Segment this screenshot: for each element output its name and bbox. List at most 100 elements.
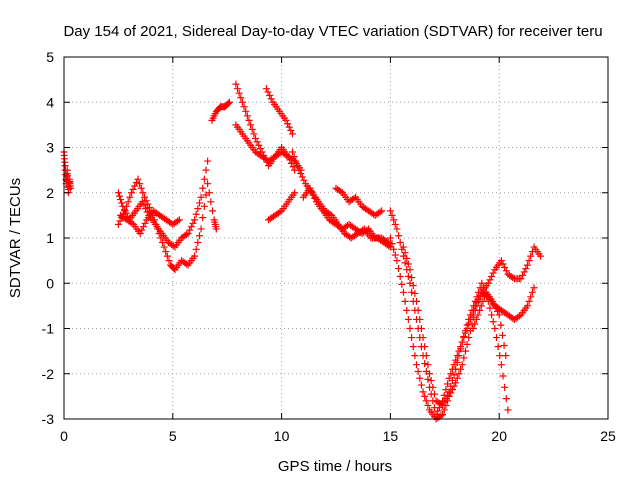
- data-point-marker: [537, 252, 545, 260]
- data-point-marker: [501, 383, 509, 391]
- data-point-marker: [484, 279, 492, 287]
- data-point-marker: [421, 343, 429, 351]
- data-point-marker: [489, 318, 497, 326]
- data-point-marker: [212, 225, 220, 233]
- data-point-marker: [474, 311, 482, 319]
- data-point-marker: [292, 157, 300, 165]
- data-point-marker: [350, 194, 358, 202]
- data-point-marker: [117, 196, 125, 204]
- x-tick-label: 0: [60, 428, 68, 444]
- y-tick-label: 2: [46, 185, 54, 201]
- data-point-marker: [195, 232, 203, 240]
- data-point-marker: [289, 163, 297, 171]
- data-point-marker: [452, 365, 460, 373]
- data-point-marker: [478, 279, 486, 287]
- data-point-marker: [440, 406, 448, 414]
- data-point-marker: [129, 185, 137, 193]
- data-point-marker: [120, 206, 128, 214]
- data-point-marker: [144, 200, 152, 208]
- data-point-marker: [393, 257, 401, 265]
- data-point-marker: [417, 381, 425, 389]
- data-point-marker: [453, 358, 461, 366]
- data-point-marker: [204, 180, 212, 188]
- series-arc-5: [208, 98, 233, 124]
- data-point-marker: [460, 332, 468, 340]
- data-point-marker: [416, 315, 424, 323]
- data-point-marker: [486, 276, 494, 284]
- data-point-marker: [486, 304, 494, 312]
- data-point-marker: [207, 198, 215, 206]
- y-tick-label: 0: [46, 275, 54, 291]
- data-point-marker: [232, 80, 240, 88]
- data-point-marker: [309, 191, 317, 199]
- data-point-marker: [138, 198, 146, 206]
- data-point-marker: [498, 331, 506, 339]
- data-point-marker: [195, 199, 203, 207]
- data-point-marker: [376, 208, 384, 216]
- data-point-marker: [267, 95, 275, 103]
- data-point-marker: [495, 311, 503, 319]
- data-point-marker: [396, 272, 404, 280]
- data-point-marker: [162, 248, 170, 256]
- series-arc-9: [265, 189, 299, 224]
- data-point-marker: [242, 107, 250, 115]
- data-point-marker: [465, 334, 473, 342]
- data-point-marker: [502, 352, 510, 360]
- data-point-marker: [528, 288, 536, 296]
- data-point-marker: [395, 232, 403, 240]
- data-point-marker: [142, 197, 150, 205]
- data-point-marker: [192, 245, 200, 253]
- data-point-marker: [465, 315, 473, 323]
- data-point-marker: [408, 274, 416, 282]
- data-point-marker: [256, 145, 264, 153]
- data-point-marker: [141, 193, 149, 201]
- data-point-marker: [378, 207, 386, 215]
- data-point-marker: [406, 325, 414, 332]
- data-point-marker: [184, 229, 192, 237]
- data-point-marker: [255, 141, 263, 149]
- x-tick-label: 20: [491, 428, 507, 444]
- data-point-marker: [419, 334, 427, 342]
- data-point-marker: [138, 226, 146, 234]
- data-point-marker: [442, 395, 450, 403]
- y-tick-label: 3: [46, 140, 54, 156]
- series-arc-1: [60, 148, 75, 197]
- data-point-marker: [488, 272, 496, 280]
- data-point-marker: [530, 284, 538, 292]
- data-point-marker: [163, 252, 171, 260]
- series-arc-8: [262, 85, 296, 138]
- series-arc-15: [399, 243, 512, 414]
- data-point-marker: [466, 311, 474, 319]
- data-point-marker: [522, 265, 530, 273]
- data-point-marker: [414, 306, 422, 314]
- data-point-marker: [189, 219, 197, 227]
- x-tick-label: 10: [274, 428, 290, 444]
- data-point-marker: [300, 176, 308, 184]
- data-point-marker: [471, 297, 479, 305]
- data-point-marker: [182, 260, 190, 268]
- data-point-marker: [119, 202, 127, 210]
- data-point-marker: [238, 98, 246, 106]
- data-point-marker: [266, 91, 274, 99]
- data-point-marker: [519, 271, 527, 279]
- data-point-marker: [386, 234, 394, 242]
- data-point-marker: [408, 334, 416, 342]
- data-point-marker: [416, 374, 424, 382]
- data-point-marker: [491, 325, 499, 332]
- data-point-marker: [390, 245, 398, 253]
- data-point-marker: [118, 199, 126, 207]
- data-point-marker: [127, 189, 135, 197]
- data-point-marker: [390, 216, 398, 224]
- data-point-marker: [337, 188, 345, 196]
- y-axis-label: SDTVAR / TECUs: [7, 178, 24, 298]
- data-point-marker: [235, 89, 243, 97]
- data-point-marker: [140, 201, 148, 209]
- data-point-marker: [520, 268, 528, 276]
- y-tick-label: 1: [46, 230, 54, 246]
- data-point-marker: [453, 374, 461, 382]
- data-point-marker: [470, 302, 478, 310]
- data-point-marker: [479, 284, 487, 292]
- data-point-marker: [398, 280, 406, 288]
- data-point-marker: [427, 377, 435, 385]
- data-point-marker: [131, 182, 139, 190]
